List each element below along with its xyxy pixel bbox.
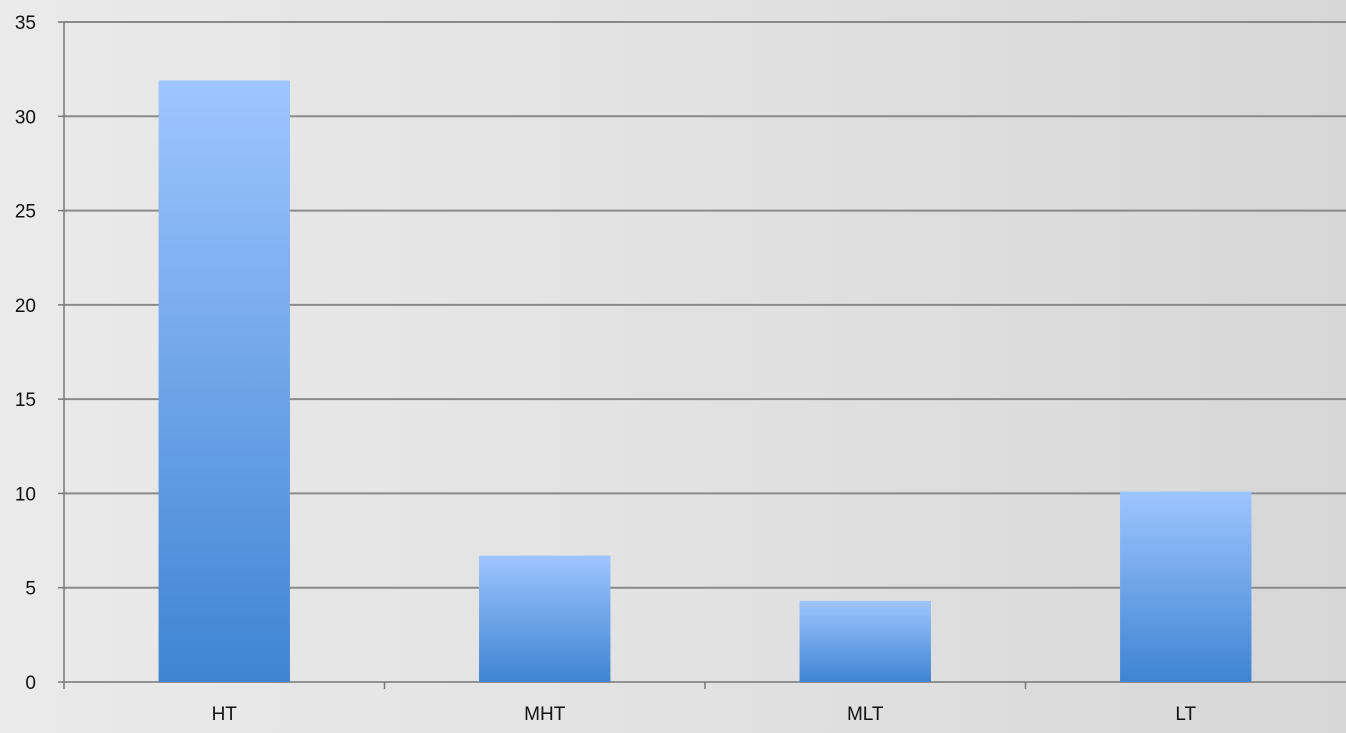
x-tick-label-lt: LT [1175, 704, 1196, 725]
bar-mlt [799, 600, 931, 682]
y-tick-label: 10 [15, 484, 36, 505]
x-tick-label-ht: HT [212, 704, 238, 725]
bar-lt [1120, 491, 1252, 682]
y-tick-label: 25 [15, 202, 36, 223]
x-tick-labels: HT MHT MLT LT [212, 704, 1197, 725]
bar-mht [479, 555, 611, 682]
x-tick-label-mht: MHT [524, 704, 566, 725]
y-tick-label: 30 [15, 107, 36, 128]
x-tick-label-mlt: MLT [847, 704, 884, 725]
bars [158, 80, 1252, 682]
y-tick-label: 0 [25, 673, 36, 694]
y-tick-label: 35 [15, 13, 36, 34]
y-tick-label: 15 [15, 390, 36, 411]
y-tick-labels: 0 5 10 15 20 25 30 35 [15, 13, 36, 694]
y-tick-label: 20 [15, 296, 36, 317]
bar-ht [158, 80, 290, 682]
y-tick-label: 5 [25, 579, 36, 600]
